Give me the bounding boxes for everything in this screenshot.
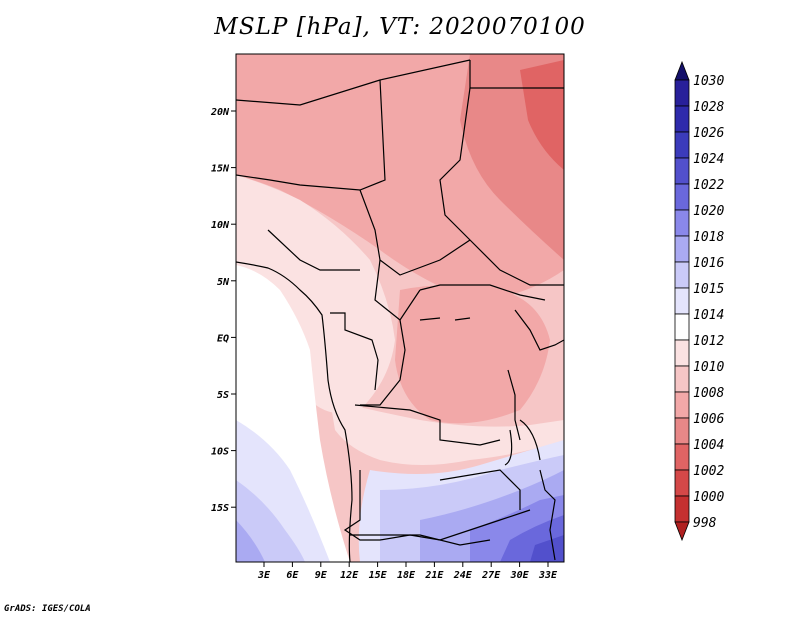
colorbar-label: 1028 [693,100,724,115]
lon-tick-label: 3E [257,570,271,581]
colorbar-segment [674,417,690,445]
colorbar-segment [674,131,690,159]
colorbar-segment [674,183,690,211]
colorbar-segment [674,443,690,471]
colorbar-label: 1026 [693,126,724,141]
colorbar-segment [674,235,690,263]
footer-credit: GrADS: IGES/COLA [4,604,91,614]
colorbar-segment [674,261,690,289]
colorbar-label: 1004 [693,438,724,453]
lon-tick-label: 18E [397,570,416,581]
colorbar-segment [674,495,690,523]
colorbar-label: 1000 [693,490,724,505]
colorbar-label: 1002 [693,464,724,479]
colorbar-segment [674,157,690,185]
pressure-field [236,54,564,562]
lon-tick-label: 15E [369,570,388,581]
colorbar-segment [674,79,690,107]
colorbar-label: 1022 [693,178,724,193]
colorbar-label: 1006 [693,412,724,427]
lon-tick-label: 9E [315,570,328,581]
lon-tick-label: 24E [453,570,473,581]
lon-tick-label: 6E [286,570,299,581]
latitude-axis: 20N 15N 10N 5N EQ 5S 10S 15S [210,107,236,514]
lat-tick-label: 15N [211,164,230,175]
colorbar-label: 1010 [693,360,724,375]
colorbar-label: 1008 [693,386,724,401]
colorbar-segment [674,339,690,367]
colorbar-label: 1015 [693,282,724,297]
colorbar-segment [674,105,690,133]
lon-tick-label: 21E [424,570,444,581]
lat-tick-label: 5N [217,277,230,288]
lat-tick-label: EQ [217,333,229,344]
lon-tick-label: 12E [340,570,359,581]
colorbar-label: 1020 [693,204,724,219]
lon-tick-label: 33E [538,570,558,581]
lon-tick-label: 30E [510,570,530,581]
lat-tick-label: 20N [210,107,230,118]
colorbar-segment [674,469,690,497]
colorbar-segment [674,365,690,393]
colorbar-label: 1030 [693,74,724,89]
longitude-axis: 3E 6E 9E 12E 15E 18E 21E 24E 27E 30E 33E [257,562,558,581]
coastlines-and-borders [236,59,564,562]
lat-tick-label: 10N [211,220,230,231]
colorbar: 1030 1028 1026 1024 1022 1020 1018 1016 1015 1014… [674,60,724,542]
colorbar-segment [674,313,690,341]
map-frame [235,53,565,563]
colorbar-label: 1024 [693,152,724,167]
lon-tick-label: 27E [481,570,501,581]
colorbar-top-cap [674,60,690,81]
colorbar-bottom-cap [674,521,690,542]
colorbar-label: 1018 [693,230,724,245]
colorbar-label: 1012 [693,334,724,349]
map-title: MSLP [hPa], VT: 2020070100 [214,14,586,40]
colorbar-segment [674,287,690,315]
colorbar-segment [674,391,690,419]
colorbar-label: 1016 [693,256,724,271]
lat-tick-label: 15S [211,503,229,514]
colorbar-label: 1014 [693,308,724,323]
colorbar-label: 998 [693,516,717,531]
colorbar-segment [674,209,690,237]
lat-tick-label: 10S [211,447,229,458]
lat-tick-label: 5S [217,390,229,401]
